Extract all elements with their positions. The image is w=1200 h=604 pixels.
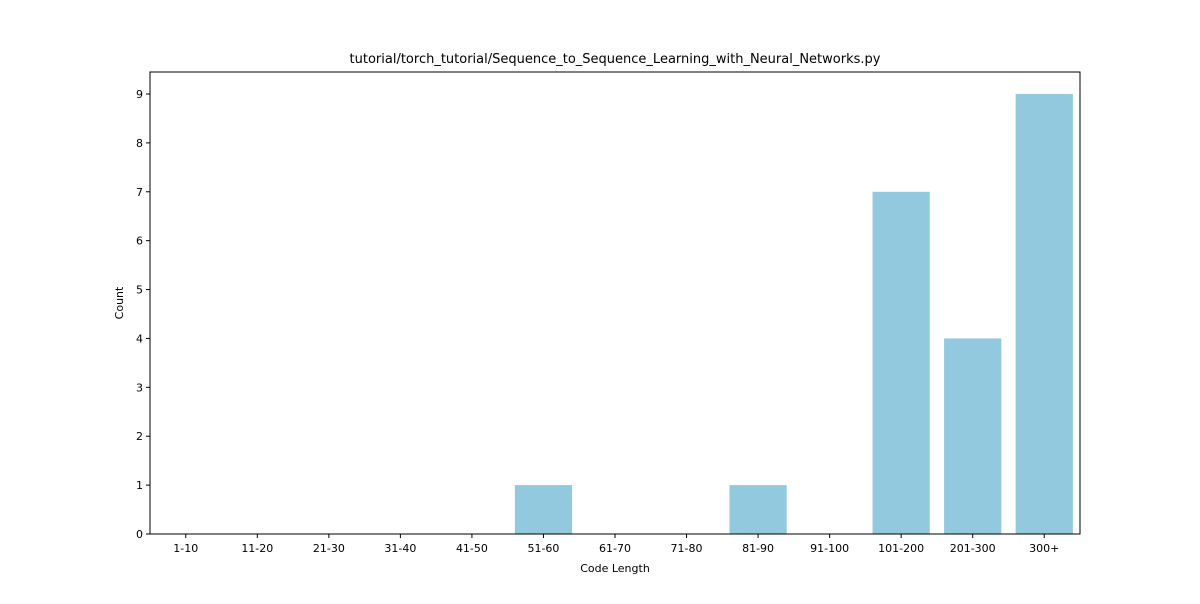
x-tick-label: 11-20	[241, 542, 273, 555]
axes-layer	[149, 71, 1081, 535]
plot-frame	[149, 71, 1081, 535]
y-axis-label: Count	[113, 286, 126, 319]
y-ticks: 0 1 2 3 4 5 6 7 8 9	[136, 88, 150, 541]
x-tick-label: 41-50	[456, 542, 488, 555]
x-tick-label: 31-40	[384, 542, 416, 555]
y-tick-label: 3	[136, 381, 143, 394]
y-tick-label: 6	[136, 235, 143, 248]
x-tick-label: 71-80	[671, 542, 703, 555]
y-tick-label: 5	[136, 284, 143, 297]
bar-300+	[1015, 94, 1073, 534]
y-tick-label: 9	[136, 88, 143, 101]
x-tick-label: 91-100	[810, 542, 849, 555]
bar-81-90	[729, 485, 787, 534]
bar-101-200	[872, 191, 930, 534]
x-tick-label: 201-300	[950, 542, 996, 555]
chart-title: tutorial/torch_tutorial/Sequence_to_Sequ…	[350, 52, 881, 67]
x-tick-label: 61-70	[599, 542, 631, 555]
y-tick-label: 8	[136, 137, 143, 150]
x-ticks: 1-10 11-20 21-30 31-40 41-50 51-60 61-70 71-80 8…	[173, 534, 1059, 555]
y-tick-label: 0	[136, 528, 143, 541]
x-tick-label: 1-10	[173, 542, 198, 555]
x-tick-label: 300+	[1029, 542, 1059, 555]
y-tick-label: 2	[136, 430, 143, 443]
x-tick-label: 21-30	[313, 542, 345, 555]
x-tick-label: 51-60	[527, 542, 559, 555]
y-tick-label: 7	[136, 186, 143, 199]
x-axis-label: Code Length	[580, 562, 650, 575]
bars-layer	[514, 94, 1073, 534]
y-tick-label: 4	[136, 332, 143, 345]
bar-201-300	[944, 338, 1002, 534]
x-tick-label: 81-90	[742, 542, 774, 555]
y-tick-label: 1	[136, 479, 143, 492]
bar-51-60	[514, 485, 573, 534]
x-tick-label: 101-200	[878, 542, 924, 555]
